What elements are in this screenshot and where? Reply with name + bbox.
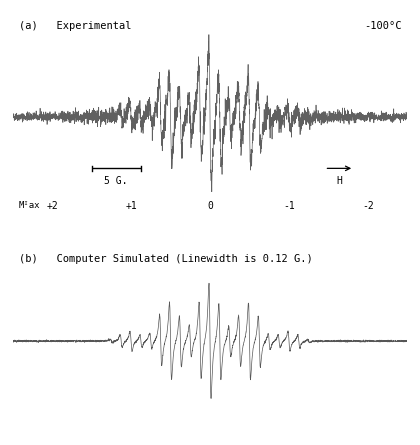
Text: +2: +2 xyxy=(46,201,58,211)
Text: 0: 0 xyxy=(207,201,213,211)
Text: (a)   Experimental: (a) Experimental xyxy=(18,21,131,31)
Text: +1: +1 xyxy=(125,201,137,211)
Text: Mᴵax: Mᴵax xyxy=(18,202,40,210)
Text: -1: -1 xyxy=(283,201,295,211)
Text: H: H xyxy=(336,176,342,186)
Text: (b)   Computer Simulated (Linewidth is 0.12 G.): (b) Computer Simulated (Linewidth is 0.1… xyxy=(18,254,312,264)
Text: -2: -2 xyxy=(362,201,374,211)
Text: -100°C: -100°C xyxy=(364,21,402,31)
Text: 5 G.: 5 G. xyxy=(105,176,128,186)
